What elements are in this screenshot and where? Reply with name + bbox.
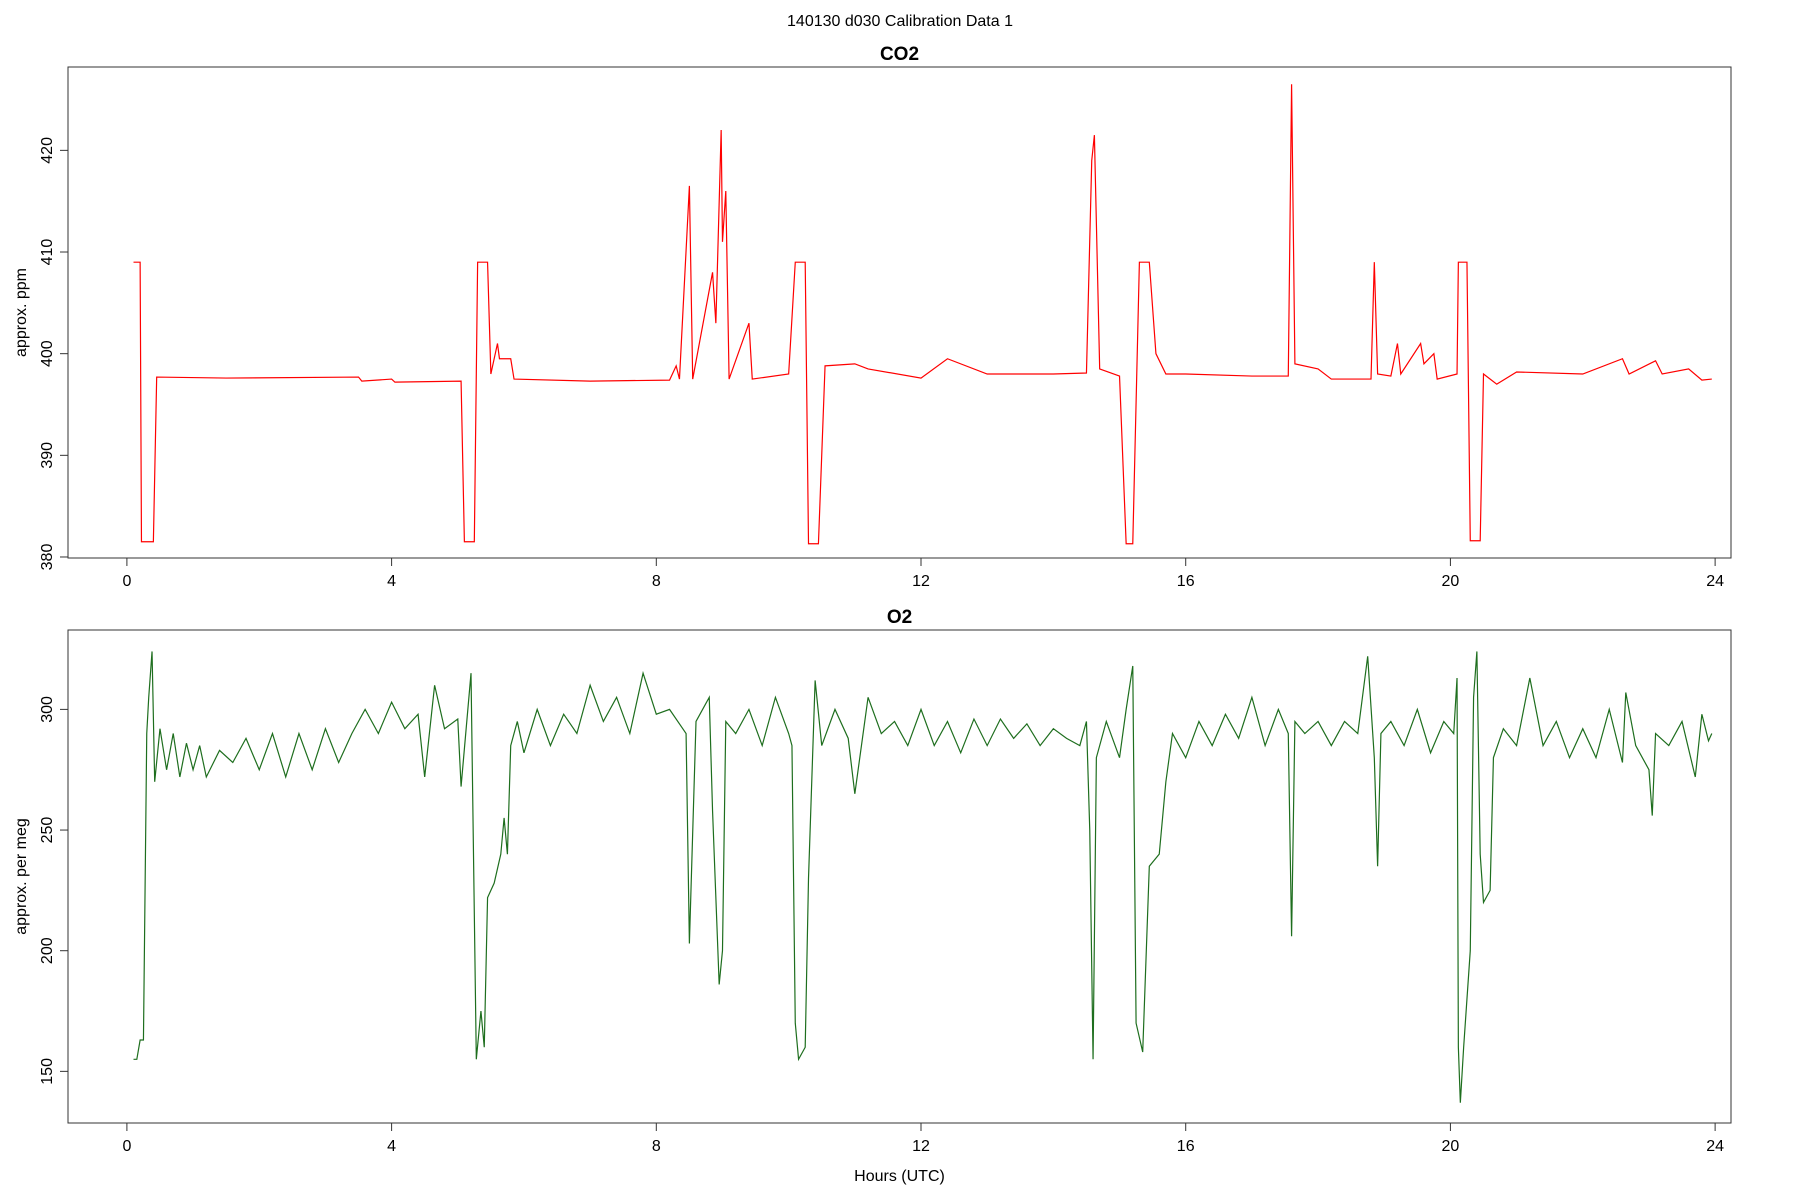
- x-axis-label: Hours (UTC): [854, 1168, 945, 1185]
- panel-title: O2: [887, 607, 912, 628]
- x-tick-label: 20: [1442, 1138, 1460, 1155]
- x-tick-label: 0: [122, 1138, 131, 1155]
- y-tick-label: 150: [39, 1058, 56, 1085]
- y-tick-label: 380: [39, 544, 56, 571]
- y-tick-label: 390: [39, 442, 56, 469]
- figure-title: 140130 d030 Calibration Data 1: [787, 13, 1013, 30]
- x-tick-label: 4: [387, 573, 396, 590]
- panel-title: CO2: [880, 44, 919, 65]
- y-tick-label: 420: [39, 137, 56, 164]
- x-tick-label: 24: [1706, 573, 1724, 590]
- x-tick-label: 0: [122, 573, 131, 590]
- data-line: [133, 651, 1713, 1103]
- x-tick-label: 16: [1177, 573, 1195, 590]
- x-tick-label: 12: [912, 1138, 930, 1155]
- y-tick-label: 250: [39, 817, 56, 844]
- x-tick-label: 8: [652, 1138, 661, 1155]
- y-tick-label: 410: [39, 239, 56, 266]
- y-tick-label: 400: [39, 340, 56, 367]
- x-tick-label: 20: [1442, 573, 1460, 590]
- data-line: [133, 84, 1712, 545]
- x-tick-label: 12: [912, 573, 930, 590]
- y-tick-label: 300: [39, 696, 56, 723]
- y-axis-label: approx. ppm: [13, 268, 30, 357]
- y-tick-label: 200: [39, 937, 56, 964]
- x-tick-label: 24: [1706, 1138, 1724, 1155]
- x-tick-label: 4: [387, 1138, 396, 1155]
- y-axis-label: approx. per meg: [13, 818, 30, 935]
- x-tick-label: 16: [1177, 1138, 1195, 1155]
- x-tick-label: 8: [652, 573, 661, 590]
